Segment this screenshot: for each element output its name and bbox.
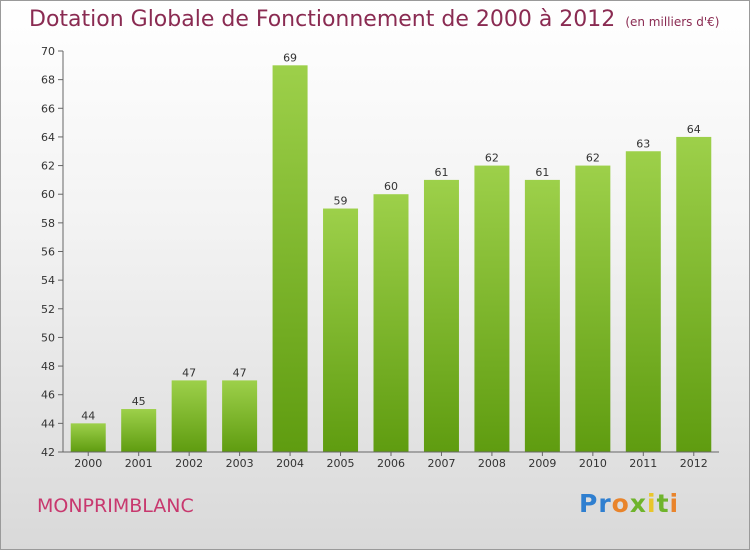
y-tick-label: 44 [41,417,55,430]
y-axis: 42 44 46 48 50 52 54 56 58 60 62 64 66 68 70 [41,45,64,459]
bar-2006 [373,194,409,452]
x-tick-label-2011: 2011 [629,457,657,470]
logo-letter: t [656,489,670,518]
bar-2007 [423,179,459,452]
logo-letter: P [579,489,599,518]
x-tick-label-2009: 2009 [528,457,556,470]
logo-letter: r [598,489,612,518]
bar-2000 [70,423,106,452]
data-label-2011: 63 [636,137,650,150]
data-label-2008: 62 [485,152,499,165]
x-tick-label-2012: 2012 [680,457,708,470]
chart-title: Dotation Globale de Fonctionnement de 20… [29,7,719,32]
chart-title-text: Dotation Globale de Fonctionnement de 20… [29,7,616,32]
y-tick-label: 56 [41,246,55,259]
y-tick-label: 46 [41,389,55,402]
bar-2003 [222,380,258,452]
logo-letter: i [647,489,657,518]
x-tick-label-2007: 2007 [427,457,455,470]
bar-2008 [474,165,510,453]
y-tick-label: 50 [41,331,55,344]
bar-2010 [575,165,611,453]
x-tick-label-2001: 2001 [125,457,153,470]
proxiti-logo[interactable]: Proxiti [579,489,679,518]
bar-2005 [323,208,359,452]
bar-2009 [524,179,560,452]
y-tick-label: 68 [41,74,55,87]
logo-letter: o [611,489,630,518]
y-tick-label: 64 [41,131,55,144]
y-tick-label: 60 [41,188,55,201]
y-tick-label: 58 [41,217,55,230]
x-tick-label-2002: 2002 [175,457,203,470]
x-tick-label-2005: 2005 [327,457,355,470]
y-tick-label: 42 [41,446,55,459]
x-tick-label-2008: 2008 [478,457,506,470]
logo-letter: x [629,489,647,518]
x-tick-label-2010: 2010 [579,457,607,470]
data-label-2010: 62 [586,152,600,165]
data-label-2006: 60 [384,180,398,193]
y-tick-label: 70 [41,45,55,58]
y-tick-label: 54 [41,274,55,287]
chart-unit: (en milliers d'€) [625,15,720,29]
y-tick-label: 48 [41,360,55,373]
data-label-2002: 47 [182,366,196,379]
data-label-2012: 64 [687,123,701,136]
x-axis: 2000 2001 2002 2003 2004 2005 2006 2007 2008 2009… [63,451,719,470]
y-tick-label: 62 [41,160,55,173]
bar-2011 [625,151,661,452]
logo-letter: i [669,489,680,518]
bars: 44 45 47 47 69 59 60 61 62 61 62 63 64 [70,51,712,453]
data-label-2000: 44 [81,409,95,422]
data-label-2004: 69 [283,51,297,64]
y-tick-label: 66 [41,102,55,115]
bar-2012 [676,136,712,452]
x-tick-label-2004: 2004 [276,457,304,470]
data-label-2003: 47 [233,366,247,379]
bar-2004 [272,65,308,453]
data-label-2001: 45 [132,395,146,408]
bar-2001 [121,409,157,452]
y-tick-label: 52 [41,303,55,316]
data-label-2009: 61 [535,166,549,179]
data-label-2007: 61 [434,166,448,179]
x-tick-label-2006: 2006 [377,457,405,470]
x-tick-label-2003: 2003 [226,457,254,470]
bar-2002 [171,380,207,452]
x-tick-label-2000: 2000 [74,457,102,470]
data-label-2005: 59 [334,195,348,208]
commune-name: MONPRIMBLANC [37,495,194,517]
